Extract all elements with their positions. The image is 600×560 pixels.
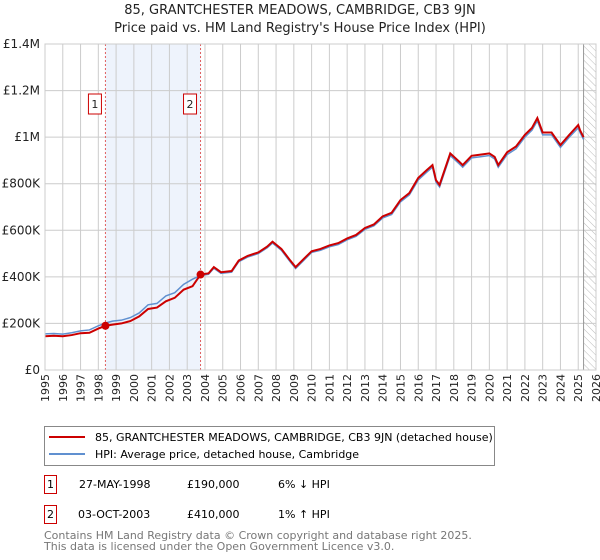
x-tick-label: 2026 bbox=[590, 374, 600, 402]
hpi-line bbox=[44, 119, 585, 335]
x-tick-label: 2003 bbox=[181, 374, 194, 402]
x-tick-label: 1999 bbox=[110, 374, 123, 402]
x-tick-label: 2025 bbox=[572, 374, 585, 402]
sale-label-box bbox=[183, 93, 198, 115]
sale-hpi-change: 6% ↓ HPI bbox=[278, 478, 330, 491]
sale-point bbox=[196, 270, 205, 279]
legend-item-hpi: HPI: Average price, detached house, Camb… bbox=[49, 446, 359, 462]
x-tick-label: 2009 bbox=[288, 374, 301, 402]
y-tick-label: £1.4M bbox=[3, 37, 40, 51]
x-tick-label: 2013 bbox=[359, 374, 372, 402]
sale-label: 2 bbox=[187, 98, 194, 111]
legend-swatch-blue bbox=[49, 453, 85, 455]
x-tick-label: 2010 bbox=[306, 374, 319, 402]
footer-line-1: Contains HM Land Registry data © Crown c… bbox=[44, 529, 472, 542]
x-tick-label: 1997 bbox=[75, 374, 88, 402]
x-tick-label: 2022 bbox=[519, 374, 532, 402]
y-tick-label: £1M bbox=[14, 130, 40, 144]
x-tick-label: 2018 bbox=[448, 374, 461, 402]
plot-border bbox=[44, 43, 597, 371]
x-tick-label: 2002 bbox=[163, 374, 176, 402]
x-tick-label: 2017 bbox=[430, 374, 443, 402]
plot-area: 1995 1996 1997 1998 1999 2000 2001 2002 2003 2004… bbox=[2, 37, 600, 402]
sale-price: £190,000 bbox=[187, 478, 240, 491]
x-tick-label: 2012 bbox=[341, 374, 354, 402]
sale-badge: 1 bbox=[44, 475, 57, 494]
y-tick-label: £1.2M bbox=[3, 84, 40, 98]
x-tick-label: 1995 bbox=[39, 374, 52, 402]
forecast-hatch bbox=[583, 44, 596, 370]
x-tick-label: 2016 bbox=[412, 374, 425, 402]
chart-title: 85, GRANTCHESTER MEADOWS, CAMBRIDGE, CB3… bbox=[124, 3, 476, 18]
sale-hpi-change: 1% ↑ HPI bbox=[278, 508, 330, 521]
legend-item-property: 85, GRANTCHESTER MEADOWS, CAMBRIDGE, CB3… bbox=[49, 429, 493, 445]
legend-label: 85, GRANTCHESTER MEADOWS, CAMBRIDGE, CB3… bbox=[95, 430, 493, 444]
x-tick-label: 2007 bbox=[252, 374, 265, 402]
x-tick-label: 2011 bbox=[323, 374, 336, 402]
x-tick-label: 2005 bbox=[217, 374, 230, 402]
sale-date: 03-OCT-2003 bbox=[78, 508, 151, 521]
y-tick-label: £800K bbox=[2, 177, 42, 191]
x-tick-label: 2004 bbox=[199, 374, 212, 402]
x-tick-label: 2001 bbox=[146, 374, 159, 402]
sale-point bbox=[101, 321, 110, 330]
chart-subtitle: Price paid vs. HM Land Registry's House … bbox=[114, 21, 486, 36]
x-tick-label: 2023 bbox=[537, 374, 550, 402]
sale-label-box bbox=[87, 93, 102, 115]
x-tick-label: 2006 bbox=[235, 374, 248, 402]
y-tick-label: £400K bbox=[2, 270, 42, 284]
footer: Contains HM Land Registry data © Crown c… bbox=[44, 530, 472, 552]
x-tick-label: 2014 bbox=[377, 374, 390, 402]
x-tick-label: 2024 bbox=[554, 374, 567, 402]
y-tick-label: £0 bbox=[25, 363, 40, 377]
x-tick-label: 1998 bbox=[92, 374, 105, 402]
sale-date: 27-MAY-1998 bbox=[79, 478, 151, 491]
sale-price: £410,000 bbox=[187, 508, 240, 521]
sale-badge: 2 bbox=[44, 505, 57, 524]
y-tick-label: £600K bbox=[2, 223, 42, 237]
x-tick-label: 2015 bbox=[394, 374, 407, 402]
legend: 85, GRANTCHESTER MEADOWS, CAMBRIDGE, CB3… bbox=[44, 426, 495, 466]
x-tick-label: 1996 bbox=[57, 374, 70, 402]
x-tick-label: 2000 bbox=[128, 374, 141, 402]
property-price-line bbox=[44, 115, 585, 338]
sale-label: 1 bbox=[91, 98, 98, 111]
x-tick-label: 2021 bbox=[501, 374, 514, 402]
legend-label: HPI: Average price, detached house, Camb… bbox=[95, 447, 360, 461]
footer-line-2: This data is licensed under the Open Gov… bbox=[44, 540, 395, 553]
y-tick-label: £200K bbox=[2, 316, 42, 330]
x-tick-label: 2019 bbox=[466, 374, 479, 402]
x-tick-label: 2020 bbox=[483, 374, 496, 402]
x-tick-label: 2008 bbox=[270, 374, 283, 402]
legend-swatch-red bbox=[49, 436, 85, 438]
